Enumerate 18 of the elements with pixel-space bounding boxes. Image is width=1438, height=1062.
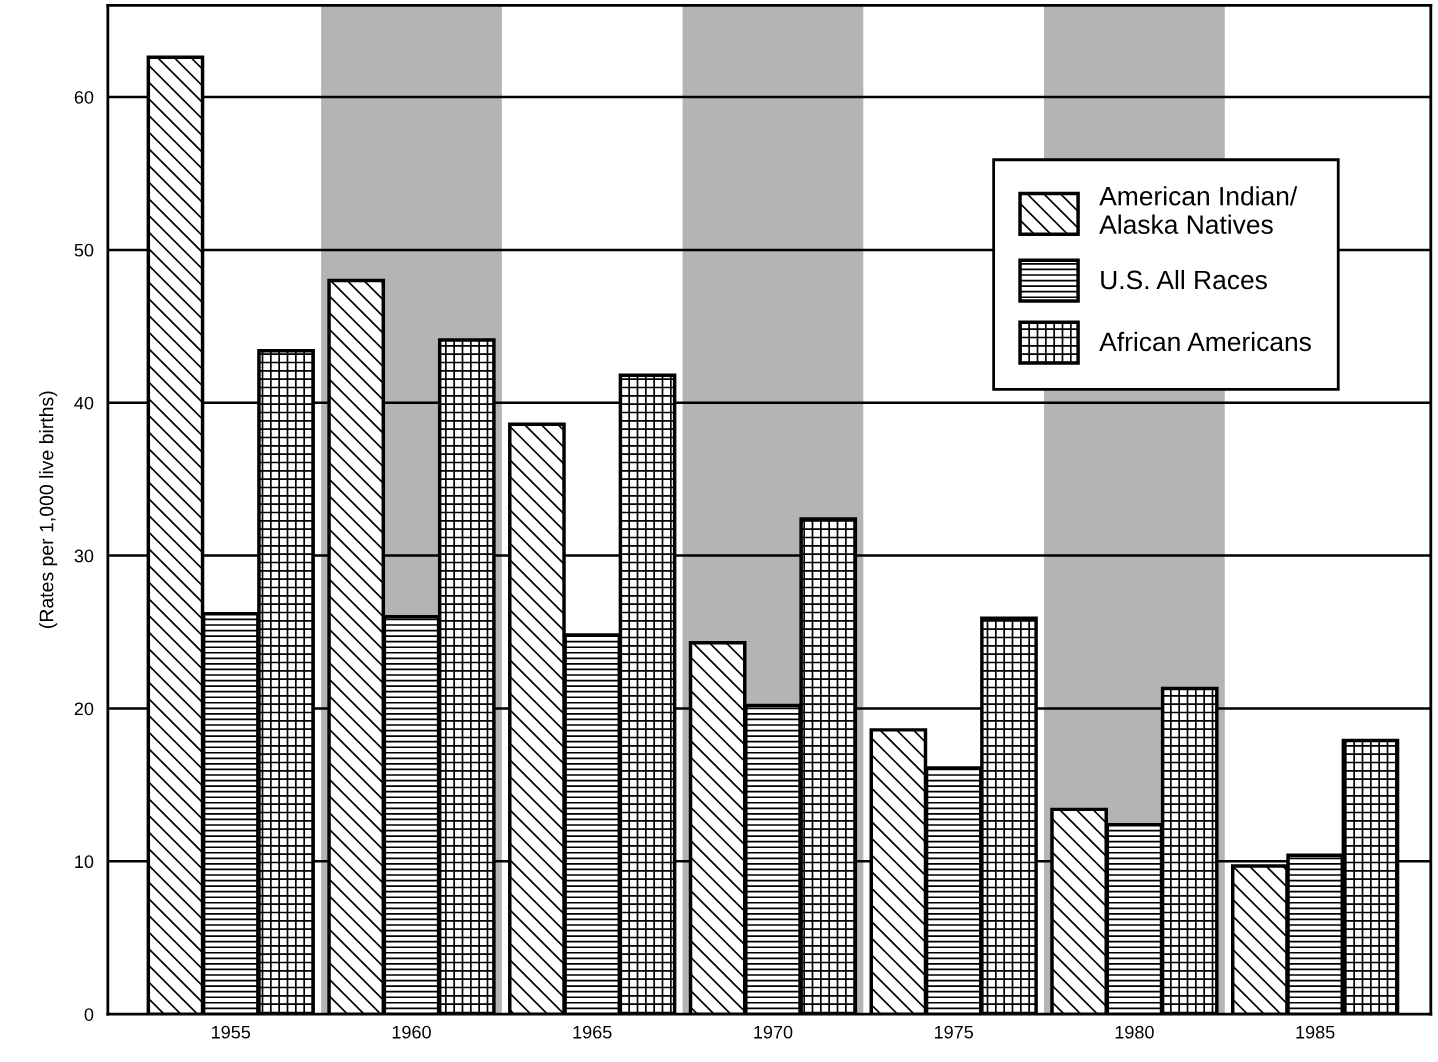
y-tick-label: 60 [74,90,94,104]
x-tick-label: 1955 [212,1025,251,1039]
y-tick-label: 50 [74,243,94,257]
x-tick-label: 1970 [754,1025,793,1039]
y-tick-label: 10 [75,855,94,869]
y-axis-title: (Rates per 1,000 live births) [39,391,58,628]
legend-label: U.S. All Races [1101,269,1267,290]
x-tick-label: 1965 [573,1025,612,1039]
y-tick-label: 0 [84,1008,94,1021]
legend-label: American Indian/ Alaska Natives [1099,186,1298,234]
x-tick-label: 1975 [934,1025,974,1039]
y-tick-label: 30 [74,549,94,563]
y-tick-label: 20 [74,702,94,716]
y-tick-label: 40 [74,396,94,410]
x-tick-label: 1985 [1296,1025,1335,1039]
x-tick-label: 1980 [1115,1025,1154,1039]
x-tick-label: 1960 [392,1025,431,1039]
legend-label: African Americans [1099,331,1311,352]
